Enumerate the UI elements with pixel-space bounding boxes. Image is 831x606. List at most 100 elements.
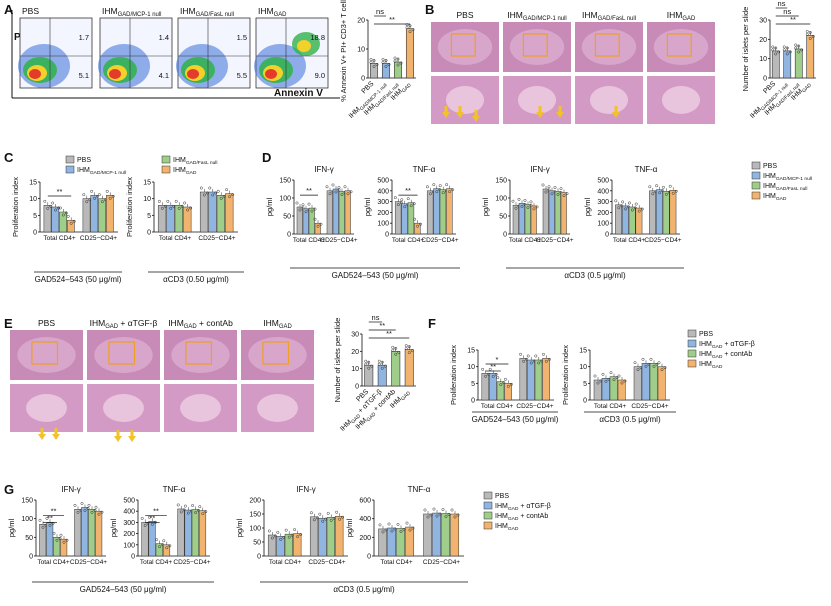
flow-density-core: [187, 69, 199, 79]
data-point: [661, 189, 665, 193]
data-point: [617, 374, 621, 378]
data-point: [652, 364, 656, 368]
data-point: [623, 379, 627, 383]
bar-F2-0-0: [593, 379, 602, 401]
data-point: [624, 207, 628, 211]
label-part: IHM: [495, 513, 508, 520]
data-point: [525, 357, 529, 361]
significance-label: **: [386, 329, 392, 338]
data-point: [481, 367, 485, 371]
label-subscript: GAD: [712, 364, 723, 370]
chart-C1-ylabel: Proliferation index: [11, 177, 20, 237]
legend-c2-swatch: [161, 155, 171, 164]
flow-plot-title: IHMGAD/FasL null: [180, 6, 234, 18]
label-part: + contAb: [197, 318, 233, 328]
bar-C1-0-0: [43, 205, 52, 233]
legend-f-label: PBS: [699, 331, 713, 338]
chart-G2-tick-label: 100: [123, 542, 135, 549]
bar-F1-1-1: [527, 359, 535, 401]
label-subscript: GAD: [508, 516, 519, 522]
bar-D3-1-2: [554, 191, 561, 235]
bar-D3-1-1: [548, 190, 555, 235]
data-point: [166, 199, 170, 203]
legend-g-label: IHMGAD + αTGF-β: [495, 503, 551, 512]
data-point: [72, 219, 76, 223]
data-point: [771, 45, 775, 49]
data-point: [502, 381, 506, 385]
data-point: [372, 59, 376, 62]
bar-G2-0-1: [148, 521, 156, 557]
data-point: [514, 206, 518, 210]
legend-g-label: PBS: [495, 493, 509, 500]
data-point: [641, 357, 645, 361]
data-point: [93, 196, 97, 200]
chart-F1-tick-label: 10: [467, 364, 475, 371]
label-part: + αTGF-β: [118, 318, 157, 328]
data-point: [364, 362, 368, 366]
chart-G2-tick-label: 400: [123, 509, 135, 516]
chart-E-ylabel: Number of islets per slide: [333, 318, 342, 403]
data-point: [90, 189, 94, 193]
chart-G4-ylabel: pg/ml: [345, 518, 354, 537]
data-point: [231, 193, 235, 197]
data-point: [406, 197, 410, 201]
data-point: [66, 214, 70, 218]
bar-B-3: [806, 35, 815, 79]
legend-d-label: IHMGAD/MCP-1 null: [763, 173, 812, 182]
group-label: Total CD4+: [613, 237, 646, 244]
bar-D2-0-1: [401, 203, 408, 235]
label-subscript: GAD: [712, 354, 723, 360]
bar-G1-1-3: [95, 510, 103, 557]
histology-b-title: IHMGAD/FasL null: [582, 10, 636, 22]
histology-e-title: IHMGAD: [263, 318, 291, 330]
flow-density-core: [29, 69, 41, 79]
chart-G3-ylabel: pg/ml: [235, 518, 244, 537]
legend-d-swatch: [751, 161, 761, 170]
histology-e-islet: [180, 394, 221, 422]
histology-e-roi-box: [31, 341, 59, 365]
data-point: [453, 515, 457, 519]
chart-G1-tick-label: 50: [25, 535, 33, 542]
data-point: [326, 511, 330, 515]
histology-b-title: IHMGAD: [667, 10, 695, 22]
data-point: [331, 183, 335, 187]
legend-f-swatch: [687, 359, 697, 368]
data-point: [383, 364, 387, 368]
data-point: [334, 190, 338, 194]
bar-G1-0-0: [39, 524, 47, 557]
label-subscript: GAD: [508, 526, 519, 532]
data-point: [550, 192, 554, 196]
data-point: [491, 374, 495, 378]
legend-c2-label: IHMGAD/FasL null: [173, 157, 217, 166]
data-point: [445, 183, 449, 187]
significance-label: **: [379, 321, 385, 330]
chart-E-tick-label: 20: [351, 349, 359, 356]
chart-G4-tick-label: 200: [359, 535, 371, 542]
significance-label: **: [57, 187, 63, 196]
data-point: [69, 221, 73, 225]
data-point: [517, 197, 521, 201]
data-point: [614, 199, 618, 203]
data-point: [644, 364, 648, 368]
islet-arrow-icon: [114, 430, 122, 442]
data-point: [380, 360, 384, 364]
chart-G1-tick-label: 0: [29, 554, 33, 561]
chart-A-tick-label: 10: [357, 47, 365, 54]
chart-F1-tick-label: 5: [471, 381, 475, 388]
label-part: IHM: [180, 6, 196, 16]
histology-b-islet: [661, 86, 701, 114]
bar-F1-1-0: [519, 358, 528, 401]
data-point: [488, 367, 492, 371]
histology-b-title: PBS: [456, 10, 473, 20]
legend-c-swatch: [65, 165, 75, 174]
data-point: [499, 383, 503, 387]
data-point: [664, 192, 668, 196]
data-point: [447, 513, 451, 516]
data-point: [405, 23, 409, 27]
data-point: [341, 515, 345, 519]
legend-c-label: PBS: [77, 157, 91, 164]
data-point: [435, 190, 439, 194]
islet-arrow-icon: [442, 106, 450, 118]
bar-C1-1-3: [106, 195, 114, 233]
legend-g-swatch: [483, 511, 493, 520]
